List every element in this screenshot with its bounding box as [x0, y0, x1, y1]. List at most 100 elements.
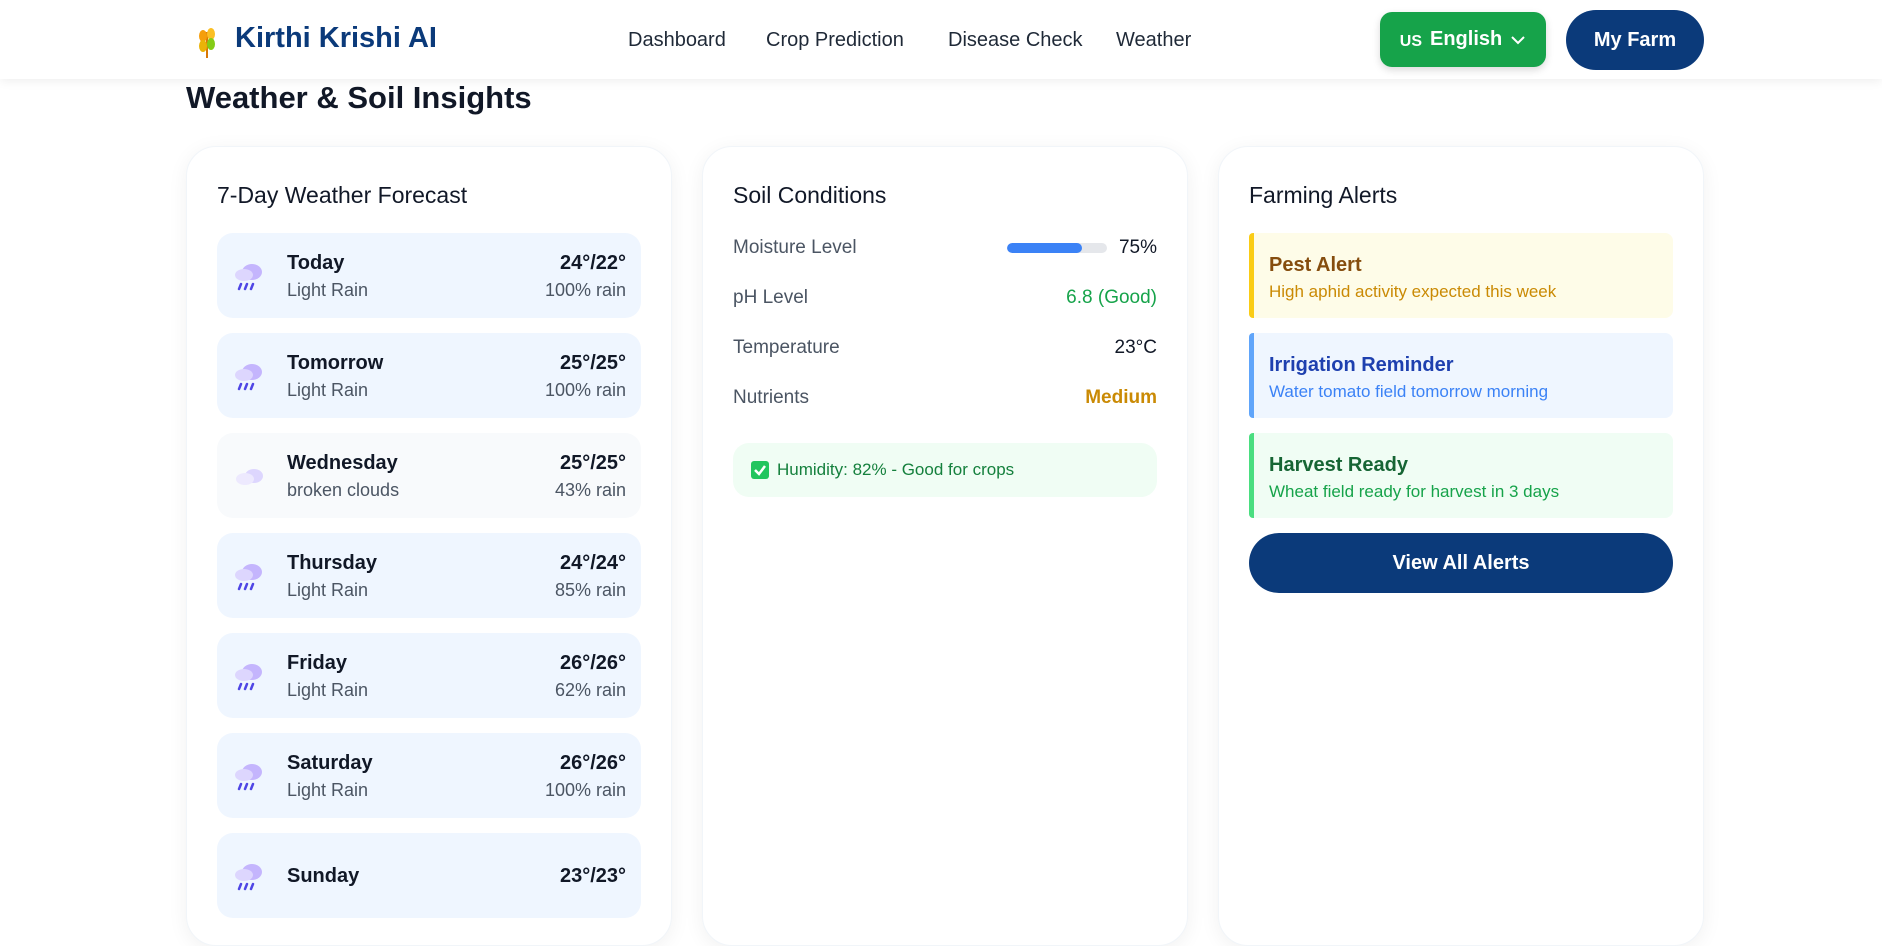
rain-chance: 85% rain: [554, 579, 626, 600]
temperature: 24°/22°: [559, 251, 626, 274]
soil-value: Medium: [1085, 387, 1157, 408]
soil-row: Nutrients Medium: [733, 373, 1157, 423]
card-title: Soil Conditions: [733, 182, 887, 208]
forecast-card: 7-Day Weather Forecast Today Light Rain 24…: [186, 146, 672, 946]
day-info: Saturday Light Rain: [287, 749, 545, 803]
nav-link[interactable]: Dashboard: [628, 29, 726, 51]
rain-chance: 62% rain: [554, 679, 626, 700]
day-values: 25°/25° 100% rain: [545, 349, 626, 403]
condition: Light Rain: [287, 279, 369, 300]
rain-chance: 100% rain: [544, 779, 626, 800]
condition: Light Rain: [287, 379, 369, 400]
day-values: 24°/24° 85% rain: [555, 549, 626, 603]
temperature: 26°/26°: [559, 651, 626, 674]
rain-chance: 100% rain: [544, 279, 626, 300]
soil-value: 23°C: [1114, 337, 1157, 358]
day-values: 25°/25° 43% rain: [555, 449, 626, 503]
condition: Light Rain: [287, 679, 369, 700]
day-info: Friday Light Rain: [287, 649, 555, 703]
day-name: Thursday: [287, 551, 378, 574]
weather-icon: [235, 263, 262, 290]
weather-icon: [235, 663, 262, 690]
forecast-item: Wednesday broken clouds 25°/25° 43% rain: [217, 433, 641, 518]
language-label: English: [1430, 28, 1503, 50]
condition: Light Rain: [287, 779, 369, 800]
forecast-item: Friday Light Rain 26°/26° 62% rain: [217, 633, 641, 718]
day-info: Thursday Light Rain: [287, 549, 555, 603]
soil-label: Moisture Level: [733, 237, 857, 258]
humidity-note: Humidity: 82% - Good for crops: [733, 443, 1157, 497]
card-title: 7-Day Weather Forecast: [217, 182, 468, 208]
page-title: Weather & Soil Insights: [186, 80, 532, 115]
day-values: 24°/22° 100% rain: [545, 249, 626, 303]
alert-text: High aphid activity expected this week: [1269, 282, 1557, 301]
condition: Light Rain: [287, 579, 369, 600]
rain-chance: 100% rain: [544, 379, 626, 400]
soil-row: Moisture Level 75%: [733, 223, 1157, 273]
alert: Irrigation Reminder Water tomato field to…: [1249, 333, 1673, 418]
check-icon: [751, 461, 769, 479]
day-values: 26°/26° 100% rain: [545, 749, 626, 803]
view-alerts-button[interactable]: View All Alerts: [1249, 533, 1673, 593]
logo-icon: [199, 28, 215, 58]
weather-icon: [235, 763, 262, 790]
header: Kirthi Krishi AI Dashboard Crop Predicti…: [0, 0, 1882, 79]
forecast-list: Today Light Rain 24°/22° 100% rain Tomorrow L…: [217, 233, 641, 918]
soil-row: pH Level 6.8 (Good): [733, 273, 1157, 323]
soil-value: 6.8 (Good): [1066, 287, 1157, 308]
brand[interactable]: Kirthi Krishi AI: [235, 22, 437, 54]
temperature: 25°/25°: [559, 451, 626, 474]
chevron: [1511, 35, 1525, 44]
condition: broken clouds: [287, 479, 400, 500]
day-info: Tomorrow Light Rain: [287, 349, 545, 403]
day-name: Saturday: [287, 751, 373, 774]
soil-list: Moisture Level 75% pH Level 6.8 (Good) Tempe…: [733, 223, 1157, 423]
day-info: Wednesday broken clouds: [287, 449, 555, 503]
soil-row: Temperature 23°C: [733, 323, 1157, 373]
forecast-item: Tomorrow Light Rain 25°/25° 100% rain: [217, 333, 641, 418]
forecast-item: Today Light Rain 24°/22° 100% rain: [217, 233, 641, 318]
weather-icon: [235, 563, 262, 590]
soil-value: 75%: [1118, 237, 1157, 258]
forecast-item: Sunday 23°/23°: [217, 833, 641, 918]
forecast-item: Thursday Light Rain 24°/24° 85% rain: [217, 533, 641, 618]
flag: US: [1399, 32, 1422, 50]
rain-chance: 43% rain: [554, 479, 626, 500]
day-name: Today: [287, 251, 345, 274]
nav-link[interactable]: Disease Check: [948, 29, 1083, 51]
weather-icon: [235, 863, 262, 890]
my-farm-button[interactable]: My Farm: [1566, 10, 1704, 70]
day-name: Tomorrow: [287, 351, 384, 374]
weather-icon: [236, 468, 263, 485]
nav-link[interactable]: Weather: [1116, 29, 1192, 51]
alert-list: Pest Alert High aphid activity expected t…: [1249, 233, 1673, 518]
day-name: Friday: [287, 651, 348, 674]
nav-link[interactable]: Crop Prediction: [766, 29, 904, 51]
soil-card: Soil Conditions Moisture Level 75% pH Leve…: [702, 146, 1188, 946]
day-info: Today Light Rain: [287, 249, 545, 303]
alert-title: Irrigation Reminder: [1269, 354, 1454, 376]
temperature: 24°/24°: [559, 551, 626, 574]
alert-text: Wheat field ready for harvest in 3 days: [1269, 482, 1560, 501]
card-title: Farming Alerts: [1249, 182, 1398, 208]
temperature: 26°/26°: [559, 751, 626, 774]
soil-label: Temperature: [733, 337, 840, 358]
alert-title: Harvest Ready: [1269, 454, 1408, 476]
day-name: Wednesday: [287, 451, 398, 474]
alert: Harvest Ready Wheat field ready for harve…: [1249, 433, 1673, 518]
progress-bar: [1006, 243, 1082, 253]
temperature: 25°/25°: [559, 351, 626, 374]
alert-text: Water tomato field tomorrow morning: [1269, 382, 1549, 401]
forecast-item: Saturday Light Rain 26°/26° 100% rain: [217, 733, 641, 818]
humidity-text: Humidity: 82% - Good for crops: [777, 460, 1015, 479]
soil-label: Nutrients: [733, 387, 810, 408]
soil-label: pH Level: [733, 287, 808, 308]
alert: Pest Alert High aphid activity expected t…: [1249, 233, 1673, 318]
weather-icon: [235, 363, 262, 390]
progress-track: [1006, 243, 1107, 253]
language-button[interactable]: US English: [1380, 12, 1546, 67]
alerts-card: Farming Alerts Pest Alert High aphid acti…: [1218, 146, 1704, 946]
day-values: 26°/26° 62% rain: [555, 649, 626, 703]
moisture: 75%: [1006, 237, 1157, 259]
